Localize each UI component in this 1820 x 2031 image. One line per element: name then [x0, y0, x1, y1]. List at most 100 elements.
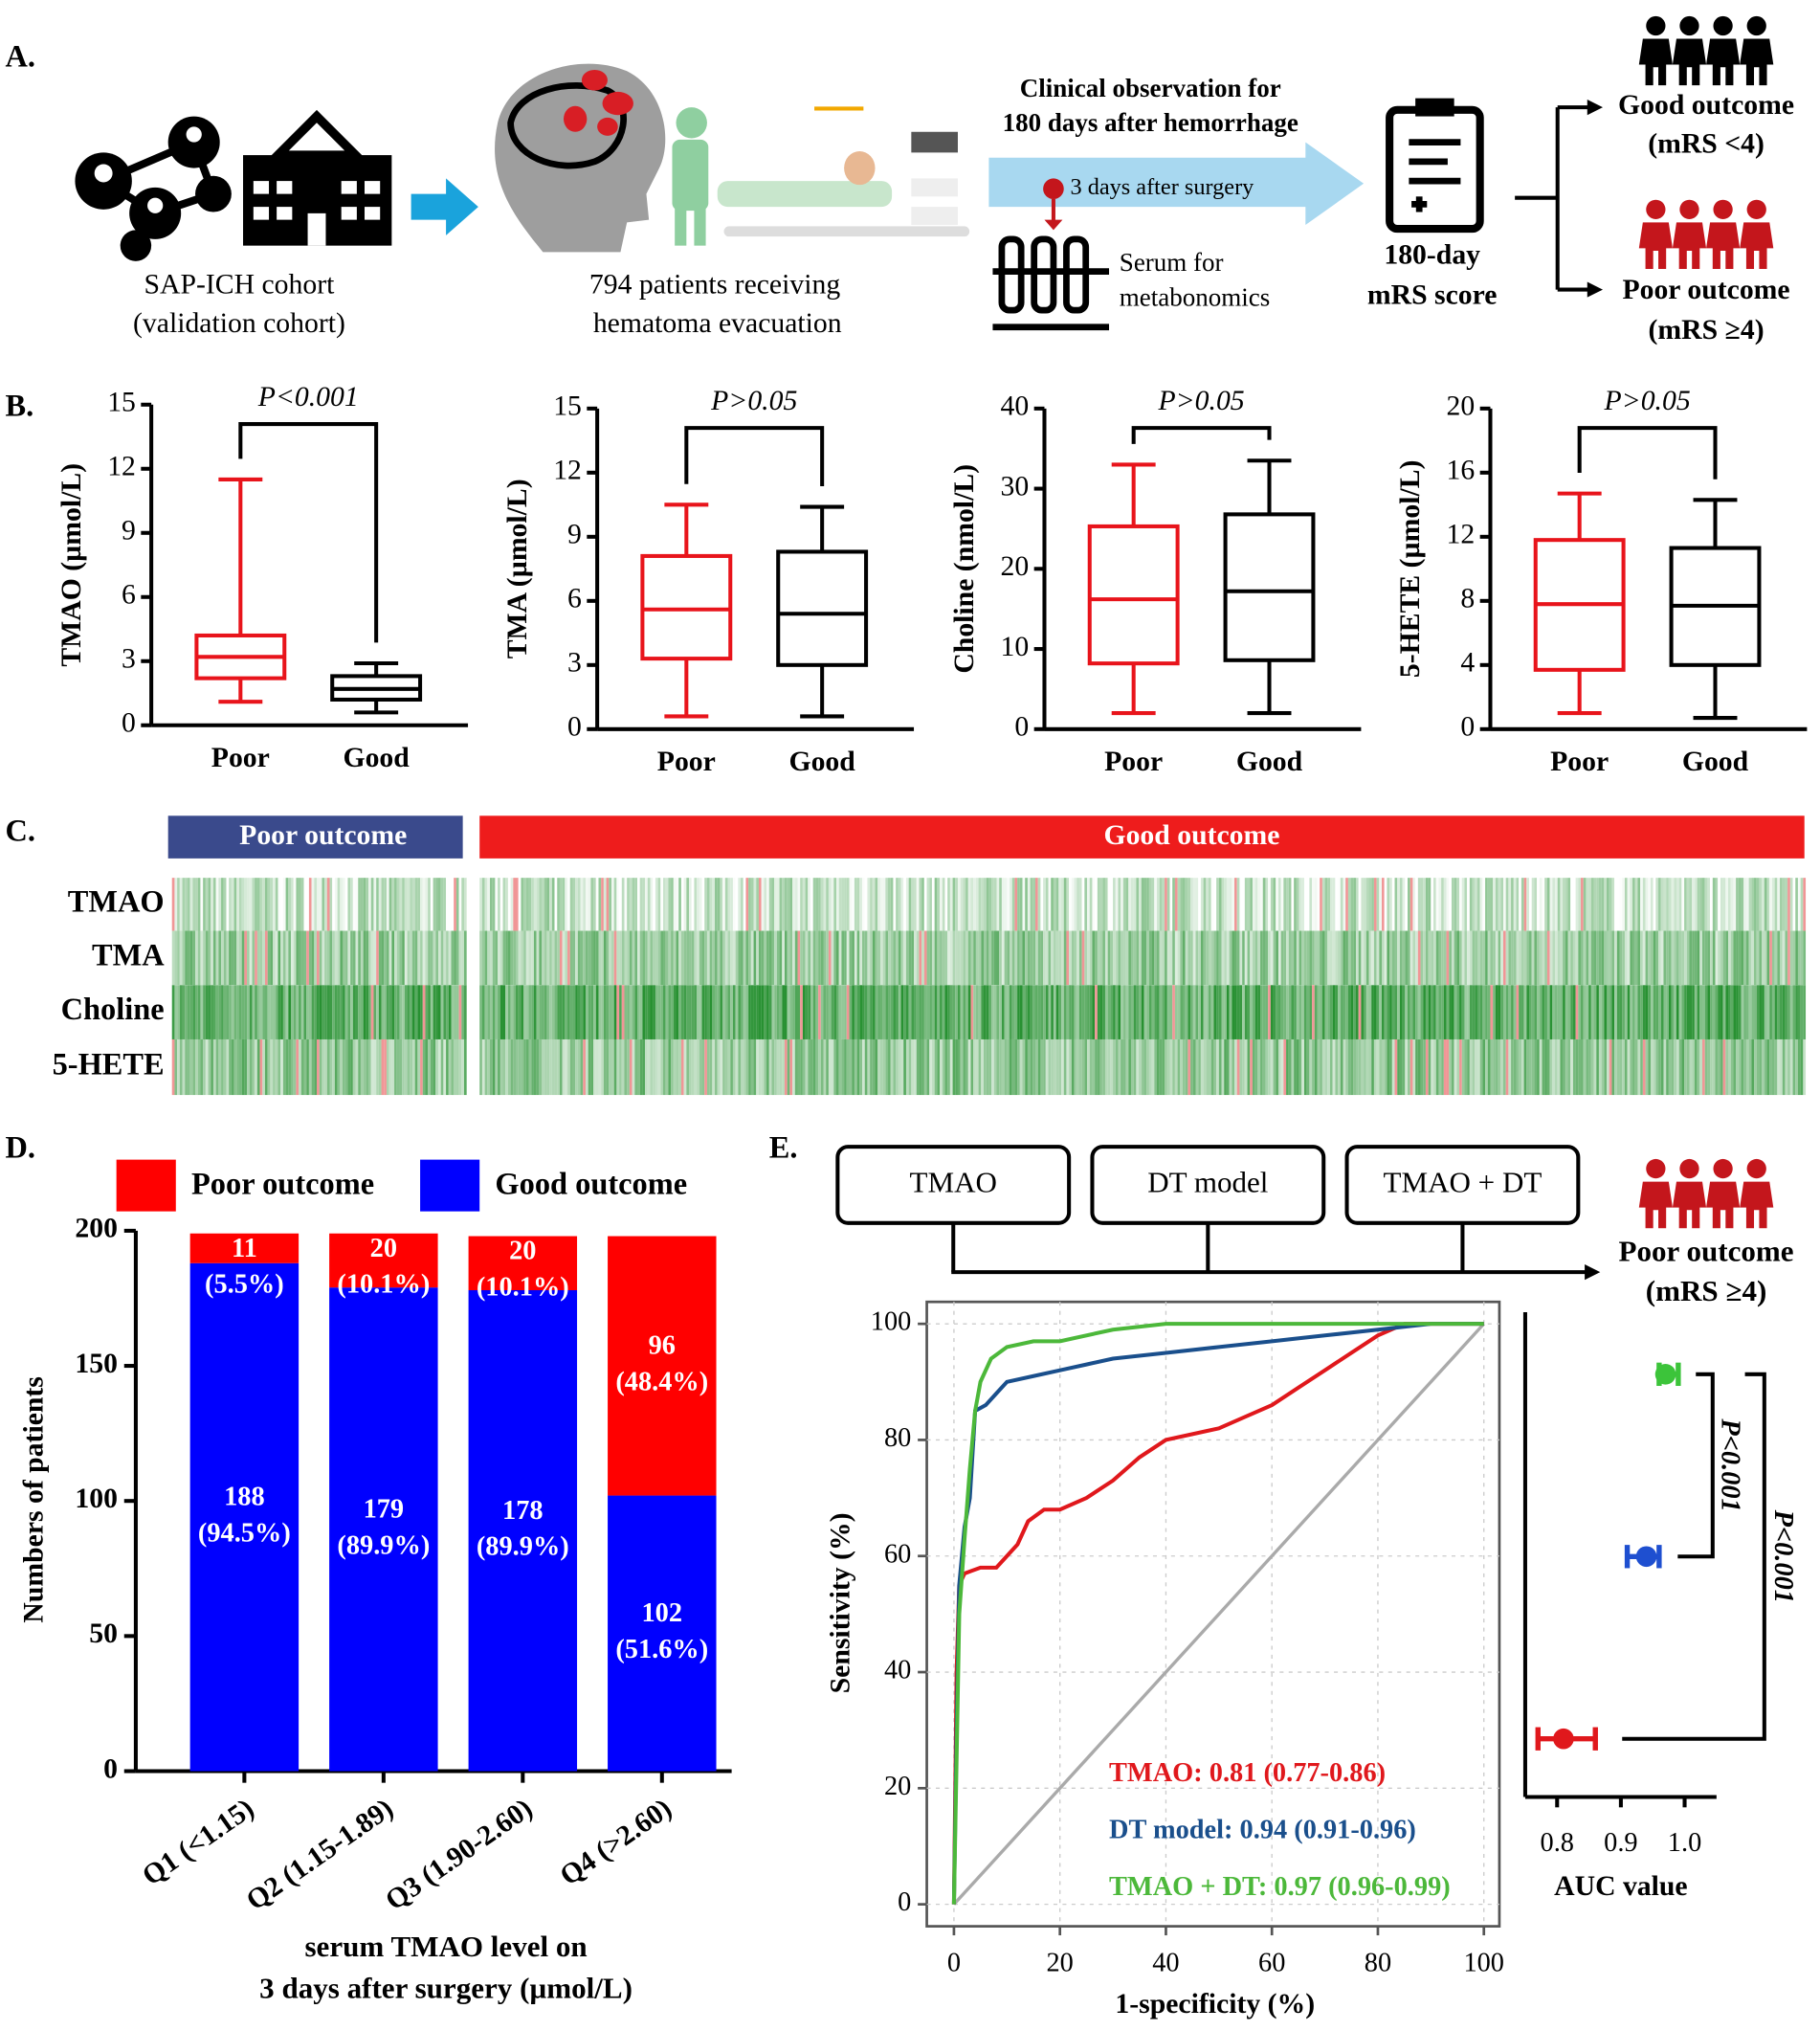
heat-cell	[399, 878, 403, 931]
heat-cell	[428, 878, 431, 931]
heat-cell	[381, 1038, 385, 1096]
heat-cell	[1500, 1038, 1503, 1096]
y-tick-label: 10	[1001, 632, 1030, 662]
heat-cell	[411, 985, 415, 1039]
heat-cell	[862, 1038, 865, 1096]
heat-cell	[960, 985, 964, 1039]
heat-cell	[1782, 930, 1786, 986]
heat-cell	[1505, 985, 1509, 1039]
y-tick-label: 9	[567, 520, 582, 550]
heat-cell	[1115, 930, 1119, 986]
heat-cell	[1425, 1038, 1429, 1096]
heat-cell	[1252, 930, 1255, 986]
heat-cell	[686, 930, 690, 986]
heat-cell	[288, 985, 291, 1039]
heat-cell	[1431, 930, 1434, 986]
heat-cell	[699, 985, 702, 1039]
heat-cell	[1350, 985, 1354, 1039]
heat-cell	[1174, 878, 1178, 931]
heat-cell	[1500, 985, 1503, 1039]
heat-cell	[370, 985, 374, 1039]
heat-cell	[329, 878, 333, 931]
heat-cell	[495, 1038, 499, 1096]
heat-cell	[1069, 930, 1072, 986]
heat-cell	[1089, 930, 1093, 986]
heat-cell	[1428, 1038, 1432, 1096]
heat-cell	[826, 878, 829, 931]
heat-cell	[1741, 930, 1744, 986]
heat-cell	[1265, 985, 1269, 1039]
heat-cell	[1575, 985, 1579, 1039]
heat-cell	[1433, 985, 1436, 1039]
heat-cell	[352, 1038, 356, 1096]
heat-cell	[1743, 985, 1746, 1039]
heat-cell	[650, 878, 654, 931]
heat-cell	[1557, 985, 1561, 1039]
heat-cell	[1329, 985, 1333, 1039]
heat-cell	[808, 1038, 810, 1096]
y-axis-label: TMA (µmol/L)	[502, 479, 533, 658]
heat-cell	[572, 1038, 576, 1096]
significance-bracket	[1131, 426, 1272, 444]
heat-cell	[562, 878, 566, 931]
y-axis-label: 5-HETE (µmol/L)	[1395, 460, 1426, 679]
heat-cell	[1456, 985, 1460, 1039]
heat-cell	[1270, 1038, 1274, 1096]
heat-cell	[498, 878, 500, 931]
heat-cell	[1025, 930, 1028, 986]
heat-cell	[1699, 878, 1702, 931]
value-label: 102	[642, 1598, 683, 1628]
heat-cell	[1511, 930, 1514, 986]
heat-cell	[1588, 985, 1591, 1039]
heat-cell	[1446, 985, 1450, 1039]
heat-cell	[507, 1038, 511, 1096]
heat-cell	[1133, 930, 1137, 986]
heat-cell	[1343, 985, 1346, 1039]
heat-cell	[1146, 878, 1149, 931]
heat-cell	[923, 878, 927, 931]
heat-cell	[1570, 878, 1573, 931]
heat-cell	[1397, 930, 1400, 986]
heat-cell	[914, 985, 917, 1039]
heat-cell	[1490, 985, 1494, 1039]
heat-cell	[655, 930, 658, 986]
point	[1635, 1546, 1657, 1568]
heat-cell	[893, 930, 897, 986]
heat-cell	[549, 1038, 552, 1096]
heat-cell	[766, 930, 769, 986]
heat-cell	[1384, 878, 1387, 931]
heat-cell	[373, 1038, 377, 1096]
heat-cell	[1529, 930, 1532, 986]
heat-cell	[1762, 985, 1765, 1039]
heat-cell	[1022, 1038, 1026, 1096]
heat-cell	[960, 878, 964, 931]
heat-cell	[252, 930, 255, 986]
heat-cell	[1298, 930, 1302, 986]
heat-cell	[1519, 1038, 1521, 1096]
heat-cell	[1022, 930, 1026, 986]
heat-cell	[273, 930, 276, 986]
heat-cell	[898, 930, 901, 986]
heat-cell	[680, 985, 684, 1039]
heat-cell	[1055, 1038, 1059, 1096]
heat-cell	[490, 930, 493, 986]
heat-cell	[1622, 878, 1625, 931]
heat-cell	[539, 930, 543, 986]
heat-cell	[1078, 930, 1082, 986]
heat-cell	[1476, 985, 1480, 1039]
heat-cell	[1567, 930, 1571, 986]
heat-cell	[947, 930, 950, 986]
heat-cell	[1728, 878, 1731, 931]
heat-cell	[588, 1038, 591, 1096]
heat-cell	[572, 878, 576, 931]
heat-cell	[1722, 878, 1726, 931]
heat-cell	[1476, 1038, 1480, 1096]
heat-cell	[1645, 985, 1649, 1039]
heat-cell	[238, 1038, 242, 1096]
heat-cell	[440, 1038, 444, 1096]
heat-cell	[1666, 985, 1669, 1039]
heat-cell	[1745, 985, 1749, 1039]
x-tick-label: Good	[1682, 747, 1749, 777]
value-label: 11	[232, 1234, 257, 1263]
heat-cell	[1420, 930, 1424, 986]
